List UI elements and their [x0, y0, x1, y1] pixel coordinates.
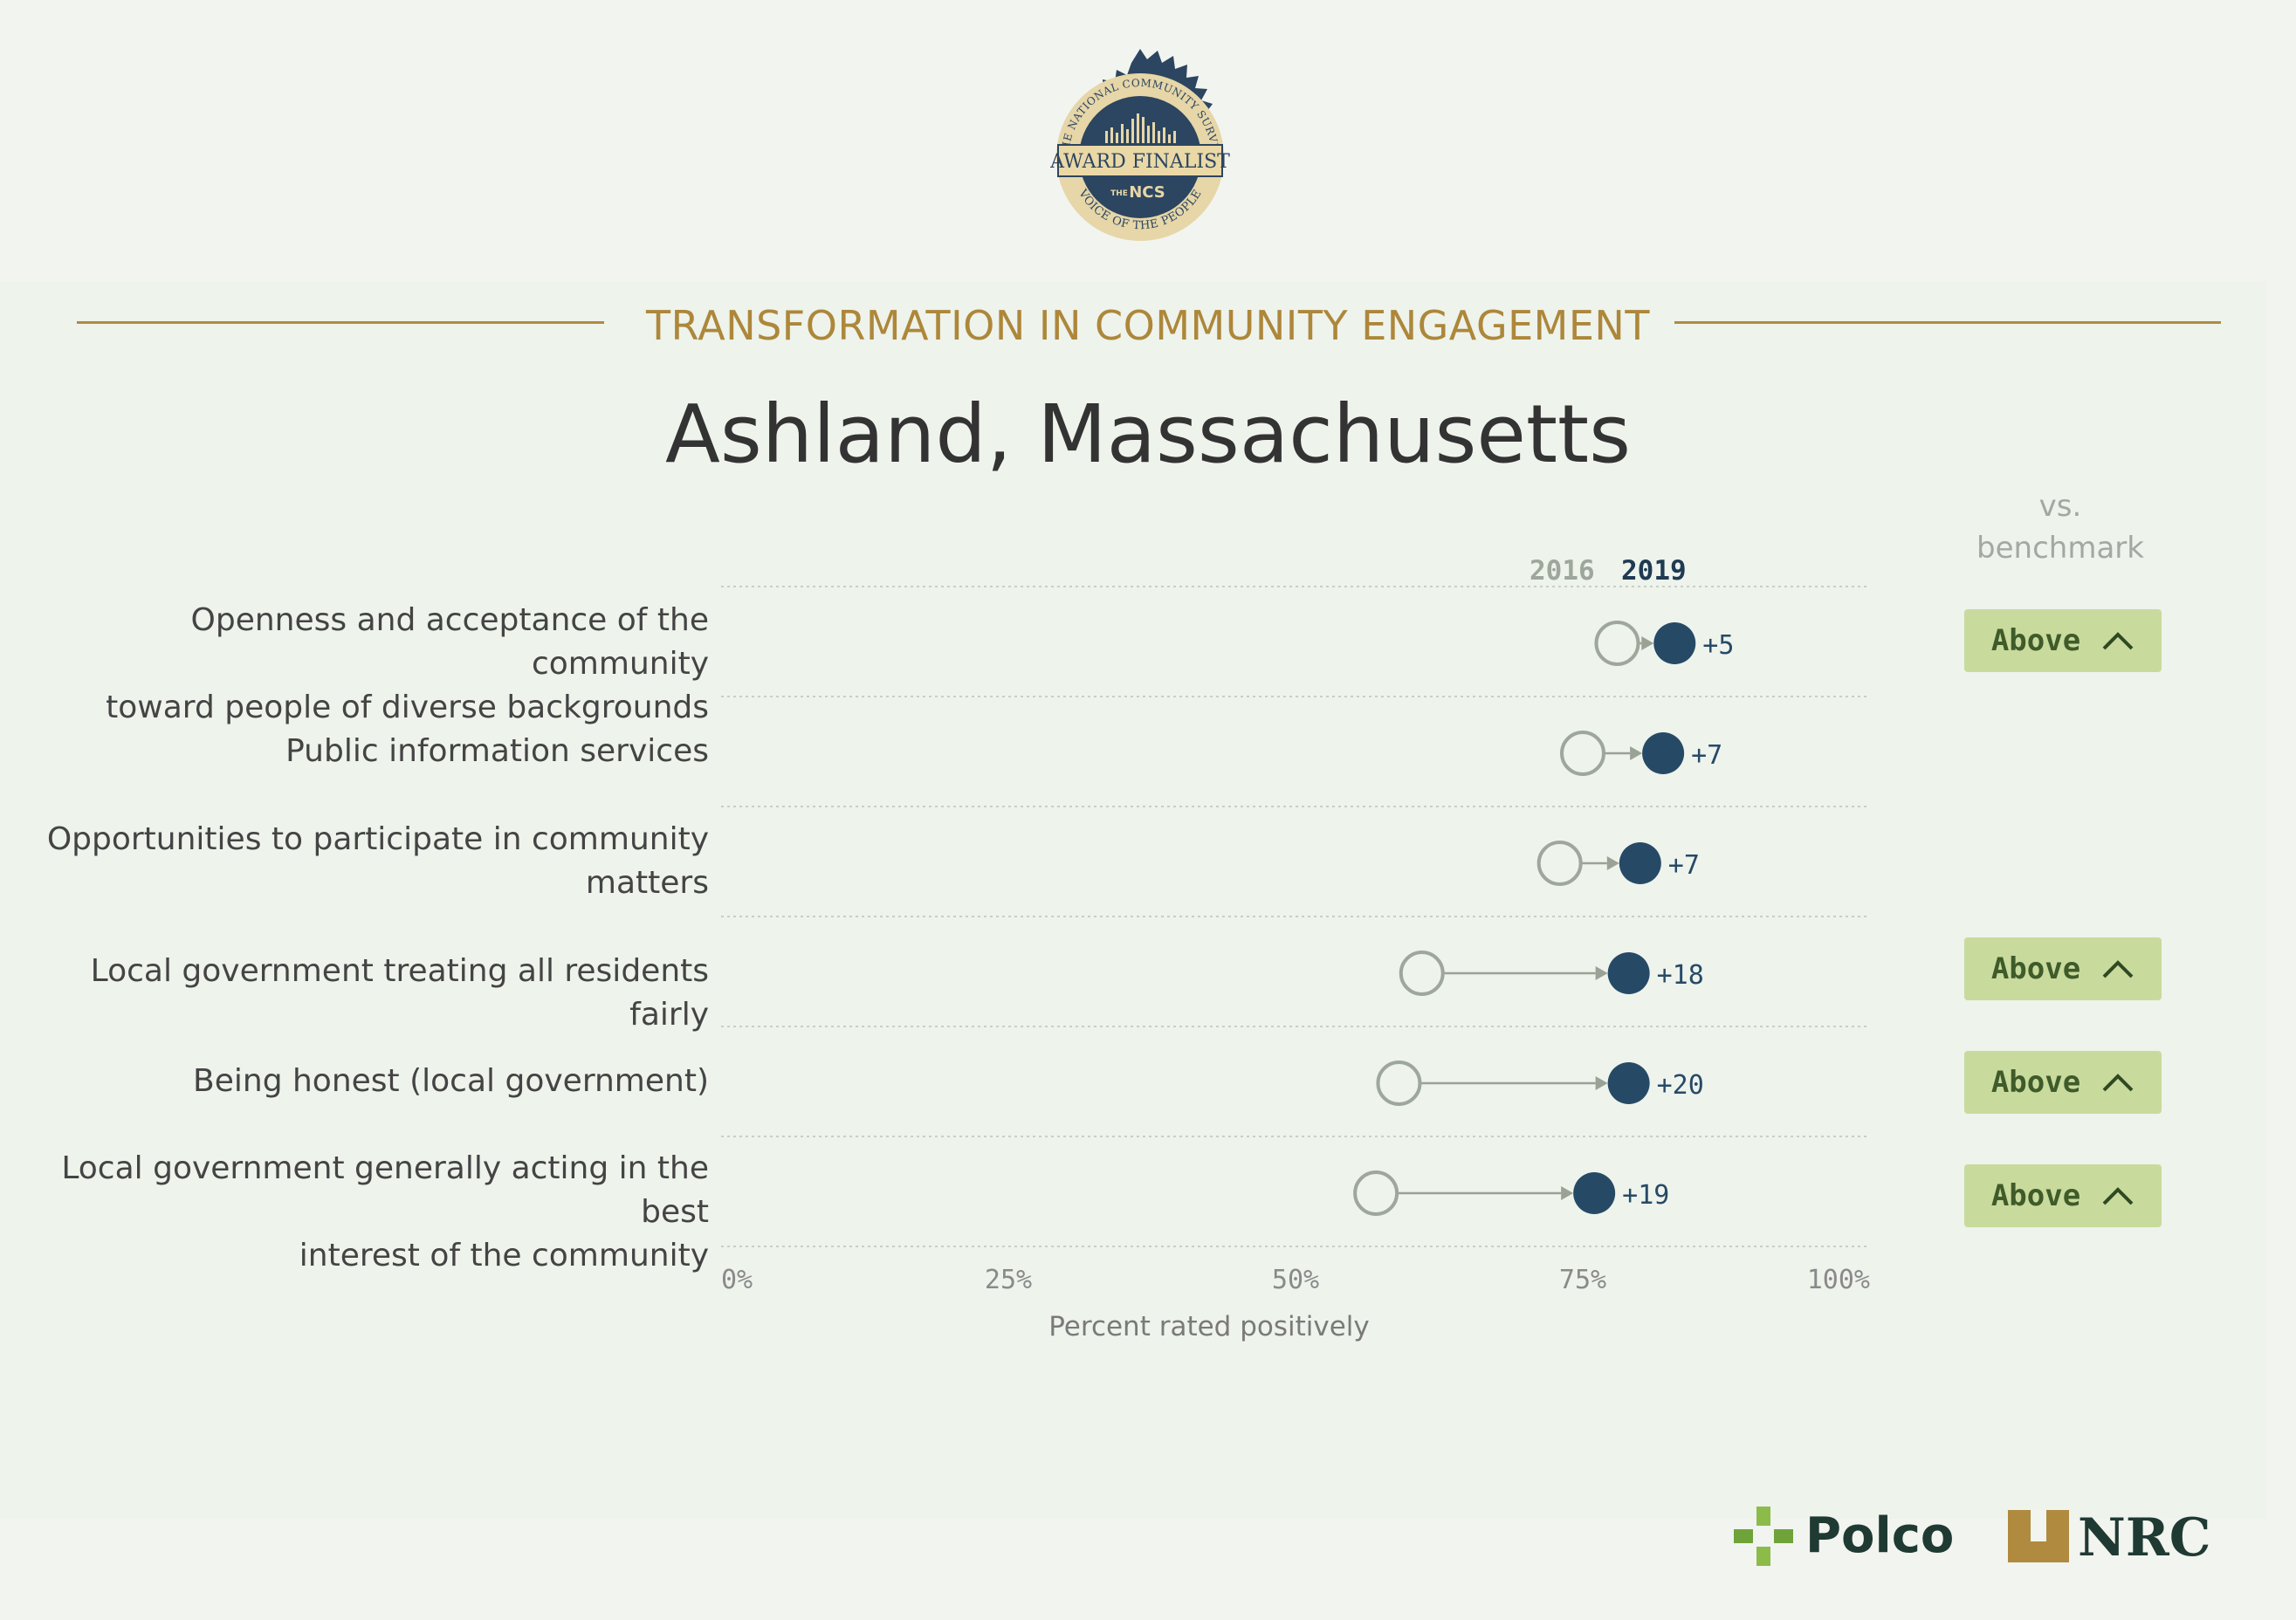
row-label: Being honest (local government): [17, 1060, 709, 1103]
section-rule-left: [77, 321, 604, 324]
change-arrowhead: [1595, 966, 1608, 980]
badge-mark-prefix: THE: [1110, 189, 1128, 198]
dot-2016: [1376, 1061, 1422, 1106]
benchmark-label: Above: [1990, 1178, 2081, 1213]
benchmark-above-badge: Above: [1964, 1164, 2162, 1227]
section-rule-right: [1664, 321, 2221, 324]
change-label: +7: [1668, 850, 1700, 881]
dot-2016: [1594, 621, 1640, 666]
dot-2019: [1619, 842, 1661, 884]
row-label: Public information services: [17, 730, 709, 773]
skyline-icon: [1105, 113, 1176, 143]
change-arrowhead: [1630, 746, 1643, 760]
x-tick-label: 50%: [1272, 1265, 1319, 1295]
chevron-up-icon: [2102, 1187, 2134, 1205]
benchmark-label: Above: [1990, 951, 2081, 986]
benchmark-label: Above: [1990, 1065, 2081, 1100]
brand-logos: Polco NRC: [1734, 1507, 2210, 1569]
change-arrowhead: [1561, 1186, 1574, 1200]
row-label-line: Openness and acceptance of the community: [190, 602, 710, 682]
change-label: +19: [1622, 1180, 1669, 1211]
section-title: TRANSFORMATION IN COMMUNITY ENGAGEMENT: [0, 302, 2296, 349]
dot-2016: [1399, 951, 1445, 996]
row-label-line: Opportunities to participate in communit…: [46, 821, 709, 857]
row-label-line: toward people of diverse backgrounds: [106, 690, 709, 725]
badge-banner-text: AWARD FINALIST: [1049, 151, 1230, 173]
polco-logo-icon: [1734, 1507, 1793, 1566]
row-label-line: Being honest (local government): [193, 1063, 709, 1099]
benchmark-above-badge: Above: [1964, 1051, 2162, 1114]
chevron-up-icon: [2102, 960, 2134, 978]
dot-2016: [1560, 731, 1605, 776]
row-label: Opportunities to participate in communit…: [17, 818, 709, 905]
page-title: Ashland, Massachusetts: [664, 388, 1632, 481]
change-label: +20: [1657, 1070, 1704, 1101]
x-tick-label: 75%: [1559, 1265, 1606, 1295]
row-label-line: matters: [585, 865, 709, 901]
connectors: [1397, 636, 1654, 1200]
dot-2016: [1353, 1170, 1399, 1216]
content-panel: [0, 281, 2266, 1519]
polco-logo-text: Polco: [1805, 1507, 1954, 1564]
dot-2019: [1607, 952, 1650, 994]
award-finalist-badge: THE NATIONAL COMMUNITY SURVEY AWARD FINA…: [1049, 49, 1230, 241]
legend-2019: 2019: [1621, 555, 1687, 587]
benchmark-label: Above: [1990, 623, 2081, 658]
legend-2016: 2016: [1530, 555, 1595, 587]
change-label: +7: [1691, 740, 1722, 771]
row-label-line: Local government treating all residents …: [90, 953, 709, 1033]
change-arrowhead: [1641, 636, 1654, 650]
row-label-line: Local government generally acting in the…: [61, 1150, 709, 1230]
badge-banner: [1057, 144, 1223, 177]
row-label: Local government treating all residents …: [17, 950, 709, 1037]
benchmark-header-line2: benchmark: [1976, 531, 2144, 566]
benchmark-header-line1: vs.: [2038, 489, 2082, 524]
data-marks: +5 +7 +7 +18 +20 +19: [1353, 621, 1734, 1216]
x-tick-label: 100%: [1807, 1265, 1870, 1295]
row-gridlines: [721, 586, 1870, 1247]
row-label-line: Public information services: [285, 733, 709, 769]
change-label: +5: [1702, 630, 1734, 661]
dot-2019: [1607, 1062, 1650, 1104]
x-axis-ticks: 0% 25% 50% 75% 100%: [721, 1265, 1870, 1295]
row-label: Openness and acceptance of the community…: [17, 599, 709, 730]
nrc-logo-icon: [2008, 1510, 2069, 1562]
chevron-up-icon: [2102, 1074, 2134, 1092]
benchmark-above-badge: Above: [1964, 609, 2162, 672]
benchmark-header: vs. benchmark: [1929, 485, 2191, 569]
x-tick-label: 25%: [985, 1265, 1032, 1295]
badge-mark: NCS: [1129, 183, 1165, 202]
dot-2016: [1536, 841, 1583, 886]
x-tick-label: 0%: [721, 1265, 753, 1295]
change-label: +18: [1657, 960, 1704, 991]
section-title-text: TRANSFORMATION IN COMMUNITY ENGAGEMENT: [622, 302, 1674, 349]
dot-2019: [1642, 732, 1685, 774]
benchmark-above-badge: Above: [1964, 937, 2162, 1000]
dot-2019: [1653, 622, 1696, 664]
change-arrowhead: [1606, 856, 1619, 870]
x-axis-title: Percent rated positively: [1048, 1311, 1370, 1342]
dot-2019: [1573, 1172, 1616, 1214]
nrc-logo-text: NRC: [2078, 1507, 2210, 1569]
row-label: Local government generally acting in the…: [17, 1147, 709, 1278]
row-label-line: interest of the community: [299, 1238, 709, 1273]
chevron-up-icon: [2102, 632, 2134, 650]
change-arrowhead: [1595, 1076, 1608, 1090]
